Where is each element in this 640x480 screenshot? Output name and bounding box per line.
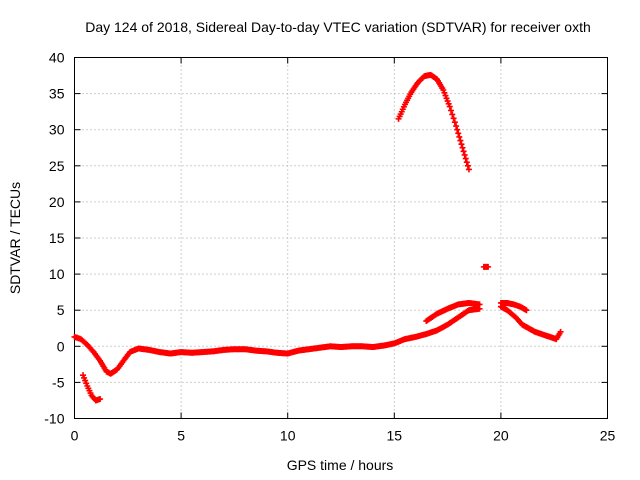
- series-upper-band: [423, 299, 483, 325]
- data-point: [448, 107, 455, 114]
- data-point: [449, 111, 456, 118]
- data-point: [450, 115, 457, 122]
- x-axis-label: GPS time / hours: [287, 457, 394, 473]
- y-tick-label: 20: [49, 194, 65, 210]
- y-tick-label: -5: [52, 374, 65, 390]
- y-tick-label: 25: [49, 158, 65, 174]
- chart-title: Day 124 of 2018, Sidereal Day-to-day VTE…: [85, 19, 591, 35]
- series-high-arc: [395, 71, 472, 173]
- y-tick-label: -10: [44, 411, 64, 427]
- x-tick-label: 5: [177, 428, 185, 444]
- series-late-segment: [497, 303, 564, 343]
- data-point: [455, 130, 462, 137]
- data-point: [97, 396, 104, 403]
- y-tick-label: 0: [57, 338, 65, 354]
- x-tick-label: 0: [71, 428, 79, 444]
- y-tick-label: 40: [49, 50, 65, 66]
- grid: [74, 57, 608, 419]
- data-point: [465, 166, 472, 173]
- series-isolated-cluster: [480, 263, 492, 270]
- data-point: [458, 141, 465, 148]
- y-tick-label: 15: [49, 230, 65, 246]
- x-tick-label: 15: [387, 428, 403, 444]
- data-point: [453, 123, 460, 130]
- series-main-trace: [71, 305, 483, 377]
- data-point: [451, 119, 458, 126]
- series-early-arc: [80, 372, 104, 404]
- y-tick-label: 5: [57, 302, 65, 318]
- data-point: [446, 103, 453, 110]
- series-late-upper: [497, 299, 530, 314]
- data-point: [457, 137, 464, 144]
- data-point: [463, 159, 470, 166]
- data-marks: [71, 71, 564, 404]
- y-tick-label: 35: [49, 86, 65, 102]
- y-axis-label: SDTVAR / TECUs: [7, 182, 23, 294]
- y-tick-label: 10: [49, 266, 65, 282]
- data-point: [462, 155, 469, 162]
- data-point: [454, 126, 461, 133]
- data-point: [523, 307, 530, 314]
- data-point: [485, 263, 492, 270]
- data-point: [464, 162, 471, 169]
- data-point: [557, 328, 564, 335]
- x-tick-label: 10: [280, 428, 296, 444]
- y-tick-label: 30: [49, 122, 65, 138]
- x-tick-label: 20: [493, 428, 509, 444]
- data-point: [461, 151, 468, 158]
- data-point: [456, 133, 463, 140]
- plot-frame: [74, 57, 608, 419]
- data-point: [459, 144, 466, 151]
- y-axis: -10 -5 0 5 10 15 20 25 30 35 40: [44, 50, 608, 427]
- data-point: [476, 301, 483, 308]
- data-point: [460, 148, 467, 155]
- x-tick-label: 25: [600, 428, 616, 444]
- x-axis: 0 5 10 15 20 25: [71, 57, 616, 444]
